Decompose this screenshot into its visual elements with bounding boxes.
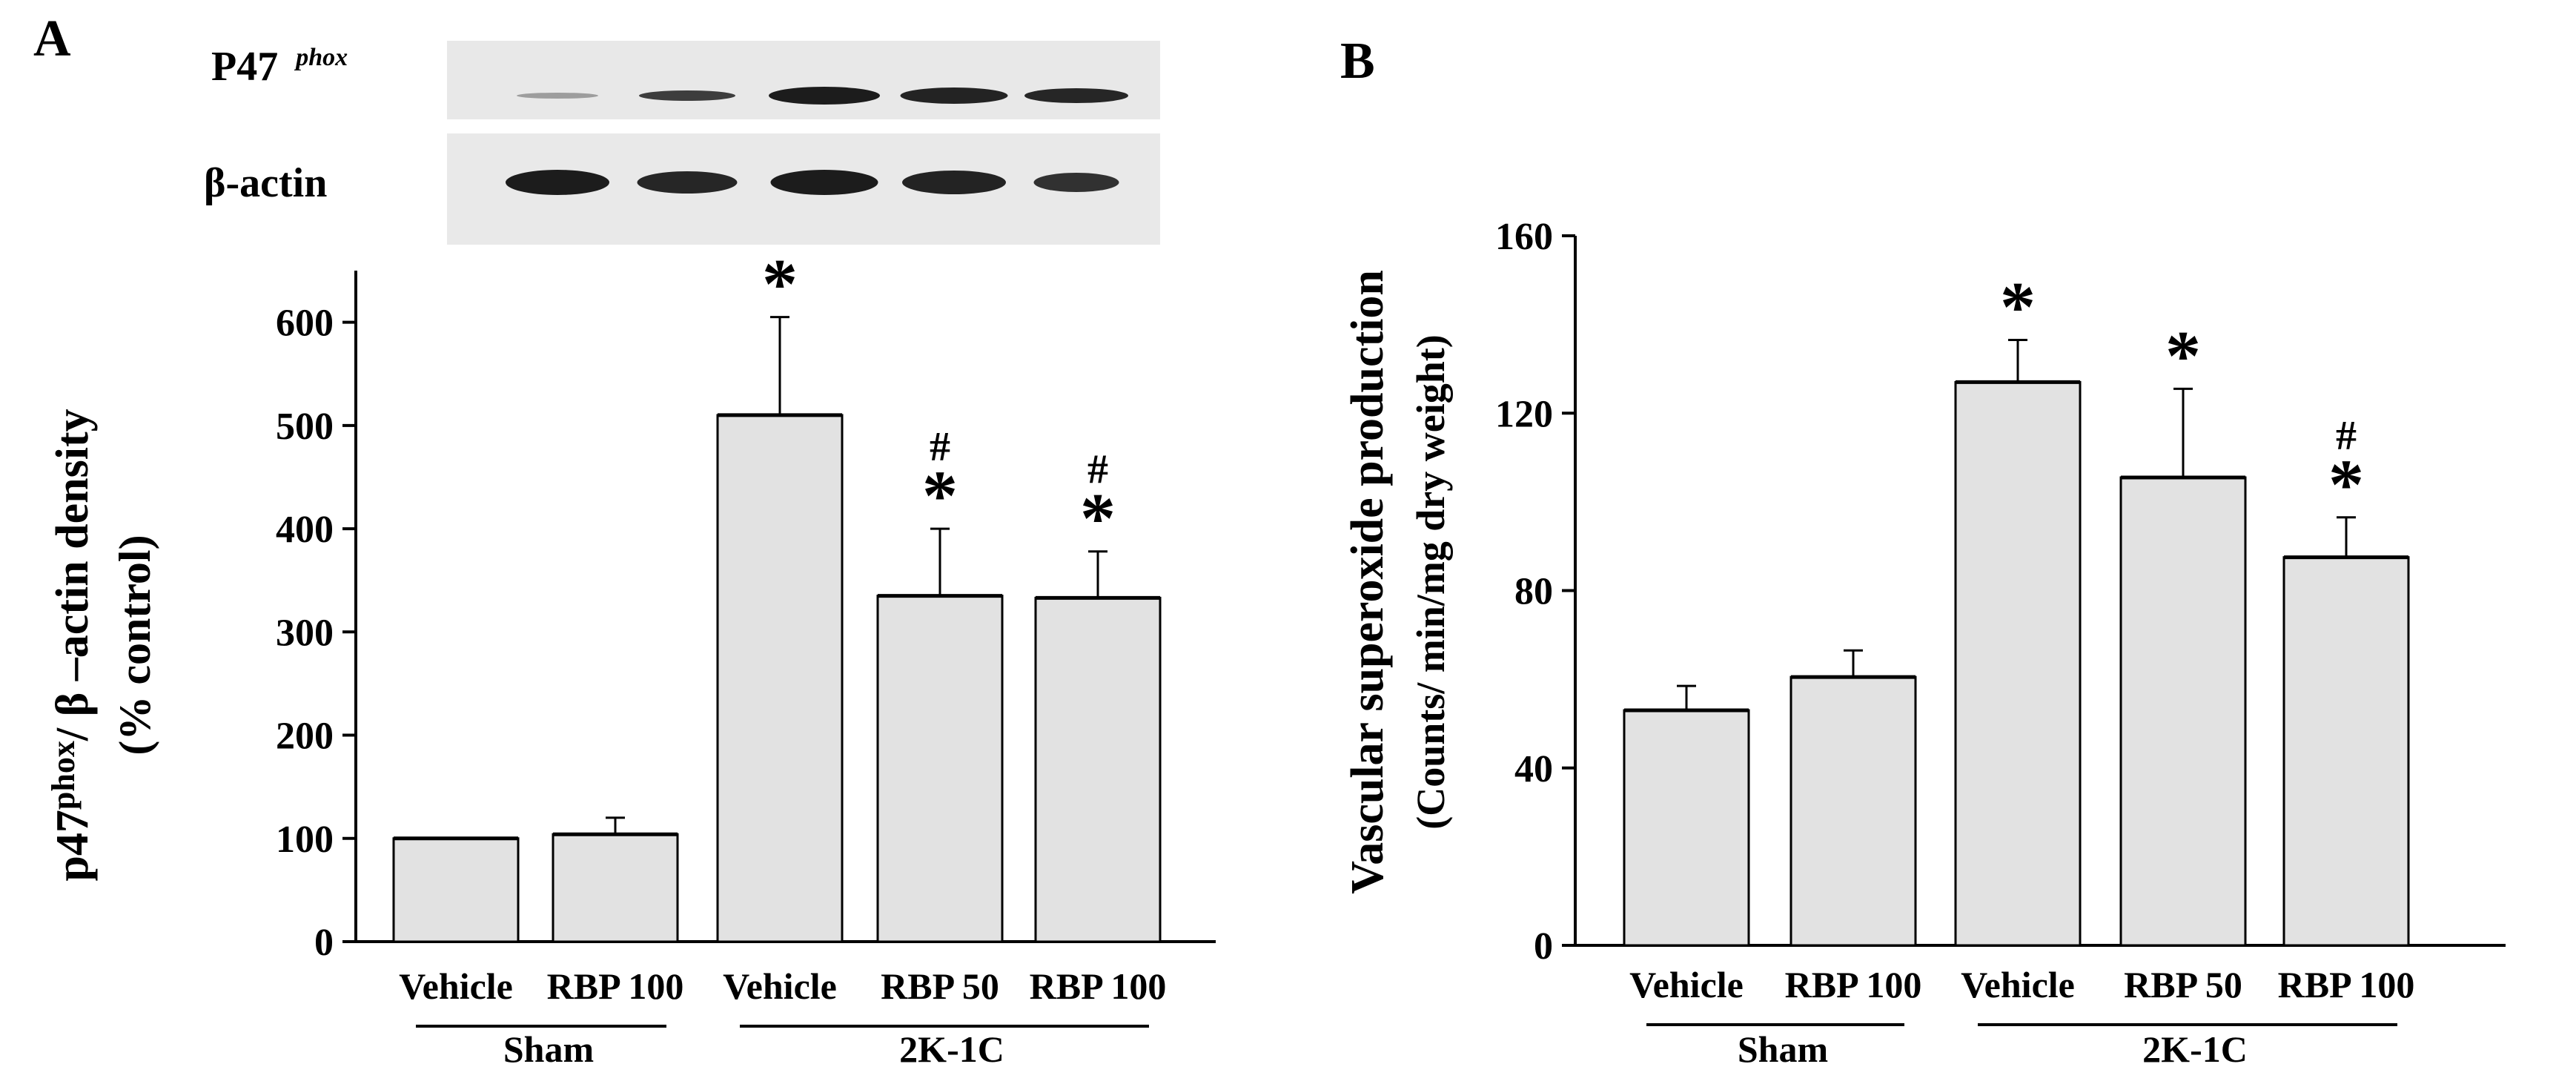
y-tick-label: 500	[276, 406, 334, 448]
y-tick-label: 0	[314, 922, 334, 964]
panel-b: B Vascular superoxide production (Counts…	[1340, 33, 2506, 1070]
y-tick-label: 200	[276, 715, 334, 758]
blot-row-label-p47: P47 phox	[211, 44, 348, 90]
significance-asterisk: *	[2165, 316, 2201, 395]
y-tick-label: 0	[1534, 925, 1553, 968]
blot-row-p47-protein: P47	[211, 44, 278, 90]
significance-asterisk: *	[2328, 445, 2364, 524]
western-blot: P47 phox β-actin	[204, 41, 1160, 245]
blot-band-p47	[900, 87, 1008, 104]
bar	[1034, 596, 1162, 943]
blot-row-label-beta-actin: β-actin	[204, 160, 327, 206]
panel-a-ylabel-main: p47	[47, 810, 98, 881]
bar	[1623, 709, 1750, 947]
category-label: RBP 100	[1030, 965, 1167, 1007]
bar	[716, 414, 844, 943]
y-tick-label: 400	[276, 509, 334, 551]
bar	[1789, 675, 1917, 947]
panel-a-ylabel-line1: p47phox/ β –actin density	[45, 409, 98, 881]
blot-band-beta-actin	[1033, 173, 1119, 192]
significance-hash: #	[2336, 413, 2357, 459]
category-label: RBP 50	[881, 965, 999, 1007]
y-tick-label: 600	[276, 303, 334, 345]
category-label: RBP 100	[1785, 964, 1922, 1005]
significance-hash: #	[930, 424, 950, 470]
group-label: 2K-1C	[899, 1028, 1004, 1070]
panel-a-ylabel-line2: (% control)	[110, 535, 159, 755]
blot-row-p47-superscript: phox	[294, 44, 348, 71]
category-label: RBP 50	[2124, 964, 2242, 1005]
bar	[876, 595, 1004, 943]
significance-hash: #	[1087, 447, 1108, 493]
panel-b-ylabel-line1: Vascular superoxide production	[1342, 270, 1393, 894]
category-label: Vehicle	[723, 965, 837, 1007]
group-label: Sham	[1738, 1028, 1828, 1070]
blot-band-beta-actin	[506, 170, 609, 195]
significance-asterisk: *	[922, 456, 958, 535]
blot-band-p47	[639, 90, 735, 101]
panel-a: A P47 phox β-actin p47phox/ β –actin den…	[33, 10, 1216, 1070]
y-tick-label: 80	[1514, 571, 1553, 613]
blot-band-p47	[769, 87, 880, 105]
panel-b-label: B	[1340, 33, 1375, 90]
y-tick-label: 160	[1495, 216, 1553, 258]
chart-b: 0 40 80 120 160 Vehicle RBP 100 * Vehicle * RBP 50…	[1495, 216, 2506, 1070]
panel-a-label: A	[33, 10, 71, 67]
significance-asterisk: *	[762, 245, 798, 324]
group-label: Sham	[503, 1028, 594, 1070]
blot-strip-p47	[447, 41, 1160, 119]
group-label: 2K-1C	[2142, 1028, 2248, 1070]
category-label: Vehicle	[1961, 964, 2075, 1005]
category-label: Vehicle	[399, 965, 513, 1007]
significance-asterisk: *	[2000, 268, 2036, 347]
panel-a-ylabel-sup: phox	[45, 741, 82, 810]
blot-band-beta-actin	[637, 171, 738, 194]
bar	[552, 833, 679, 943]
blot-band-p47	[1024, 88, 1128, 103]
chart-a: 0 100 200 300 400 500 600 Vehicle RBP 100 * Vehicl…	[276, 245, 1216, 1070]
bar	[2119, 476, 2247, 947]
blot-band-beta-actin	[770, 170, 878, 195]
bar	[1954, 380, 2082, 947]
panel-b-ylabel-line2: (Counts/ min/mg dry weight)	[1408, 334, 1453, 830]
y-tick-label: 300	[276, 612, 334, 654]
blot-band-p47	[517, 93, 598, 99]
category-label: RBP 100	[547, 965, 684, 1007]
category-label: RBP 100	[2278, 964, 2415, 1005]
blot-bands	[506, 87, 1128, 195]
significance-asterisk: *	[1080, 479, 1116, 558]
bar	[2282, 556, 2410, 947]
y-tick-label: 40	[1514, 748, 1553, 790]
category-label: Vehicle	[1629, 964, 1744, 1005]
y-tick-label: 120	[1495, 393, 1553, 435]
bar	[392, 837, 520, 943]
blot-band-beta-actin	[902, 171, 1006, 194]
y-tick-label: 100	[276, 819, 334, 861]
panel-a-ylabel-rest: / β –actin density	[47, 409, 98, 741]
